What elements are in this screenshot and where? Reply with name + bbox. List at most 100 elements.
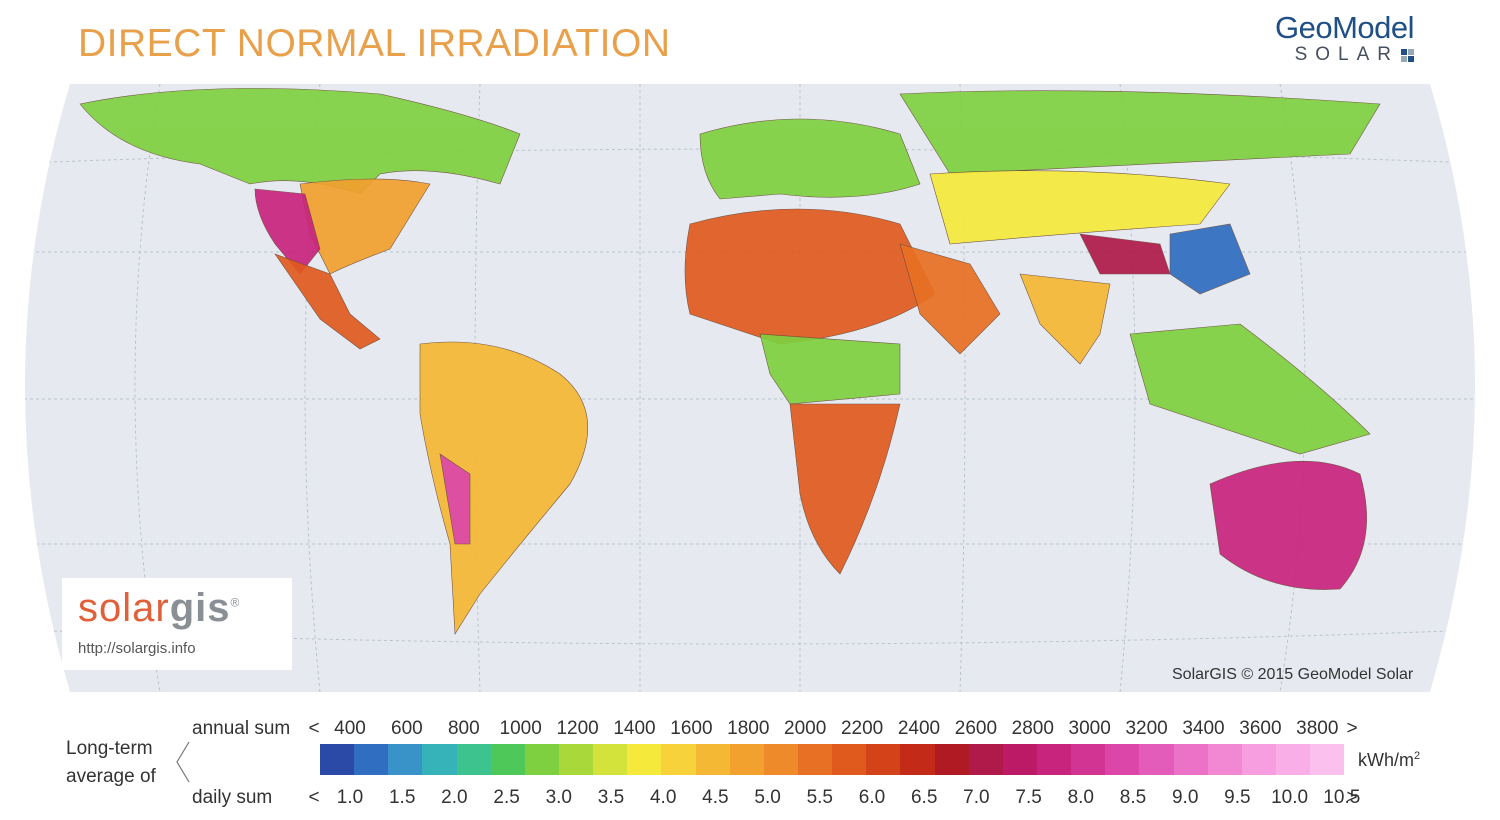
region-sahara — [684, 208, 936, 345]
annual-tick: 3800 — [1296, 718, 1339, 739]
world-map — [0, 74, 1500, 694]
legend-colorbar — [320, 744, 1345, 775]
colorbar-cell — [968, 744, 1003, 775]
region-usa-east — [299, 178, 431, 275]
colorbar-cell — [422, 744, 457, 775]
region-siberia — [899, 90, 1381, 175]
colorbar-cell — [558, 744, 594, 775]
colorbar-cell — [832, 744, 867, 775]
annual-tick: 3000 — [1068, 718, 1111, 739]
colorbar-cell — [729, 744, 764, 775]
daily-tick: 5.5 — [806, 787, 834, 808]
colorbar-cell — [490, 744, 525, 775]
daily-sum-label: daily sum — [192, 787, 273, 808]
daily-tick: 10.5 — [1323, 787, 1361, 808]
colorbar-cell — [1105, 744, 1140, 775]
colorbar-cell — [661, 744, 696, 775]
land-masses — [79, 88, 1381, 635]
legend-bracket-icon — [176, 741, 190, 783]
colorbar-cell — [1275, 744, 1311, 775]
colorbar-cell — [934, 744, 969, 775]
daily-tick: 10.0 — [1271, 787, 1309, 808]
daily-tick: 8.0 — [1067, 787, 1095, 808]
region-central-africa — [759, 333, 901, 405]
region-andes — [439, 453, 471, 545]
colorbar-cell — [1310, 744, 1345, 775]
daily-tick: 2.0 — [441, 787, 468, 808]
colorbar-cell — [900, 744, 935, 775]
region-mexico — [274, 253, 381, 350]
daily-tick: 6.5 — [910, 787, 938, 808]
annual-tick: 3400 — [1182, 718, 1225, 739]
daily-tick: 7.5 — [1015, 787, 1042, 808]
annual-tick: 400 — [334, 718, 366, 739]
colorbar-cell — [763, 744, 798, 775]
solargis-url[interactable]: http://solargis.info — [78, 640, 196, 657]
colorbar-cell — [1207, 744, 1242, 775]
annual-tick: 1200 — [556, 718, 599, 739]
brand-name-top: GeoModel — [1274, 10, 1415, 45]
annual-tick: 3200 — [1125, 718, 1168, 739]
annual-tick: 1600 — [670, 718, 713, 739]
colorbar-cell — [1173, 744, 1208, 775]
daily-tick: < — [308, 787, 320, 808]
region-north-america-north — [79, 88, 521, 195]
page-title: DIRECT NORMAL IRRADIATION — [78, 22, 671, 65]
annual-tick: 2400 — [897, 718, 941, 739]
colorbar-cell — [524, 744, 559, 775]
region-india — [1019, 273, 1111, 365]
daily-tick: 1.0 — [336, 787, 364, 808]
annual-tick: 800 — [447, 718, 480, 739]
brand-name-bottom: SOLAR — [1294, 44, 1399, 65]
daily-tick: 3.5 — [597, 787, 625, 808]
world-map-svg — [25, 84, 1475, 692]
colorbar-cell — [695, 744, 730, 775]
annual-tick: 1800 — [727, 718, 770, 739]
colorbar-cell — [1139, 744, 1174, 775]
brand-name-bottom-row: SOLAR — [1275, 44, 1414, 66]
annual-sum-label: annual sum — [192, 718, 291, 739]
legend-unit: kWh/m2 — [1358, 750, 1421, 770]
region-usa-southwest — [254, 188, 321, 275]
region-central-asia — [929, 170, 1231, 245]
colorbar-cell — [354, 744, 389, 775]
region-south-america — [419, 341, 589, 635]
annual-tick: 2000 — [784, 718, 827, 739]
region-australia — [1209, 460, 1367, 590]
copyright-text: SolarGIS © 2015 GeoModel Solar — [1172, 666, 1414, 683]
colorbar-cell — [388, 744, 423, 775]
colorbar-cell — [320, 744, 355, 775]
daily-tick: 2.5 — [493, 787, 520, 808]
annual-tick: 600 — [391, 718, 423, 739]
region-southeast-asia — [1129, 323, 1371, 455]
legend-title-line2: average of — [66, 766, 156, 787]
region-southern-africa — [789, 403, 901, 575]
brand-mark-icon — [1401, 48, 1414, 62]
colorbar-cell — [797, 744, 833, 775]
annual-tick: 2600 — [954, 718, 998, 739]
solargis-logo-box: solargis® http://solargis.info — [62, 578, 292, 670]
colorbar-cell — [866, 744, 901, 775]
annual-tick: > — [1346, 718, 1358, 739]
colorbar-cell — [1036, 744, 1072, 775]
colorbar-cell — [1002, 744, 1037, 775]
legend-title: Long-term average of — [66, 735, 156, 791]
region-europe — [699, 118, 921, 200]
daily-tick: 9.0 — [1171, 787, 1199, 808]
annual-tick: 3600 — [1239, 718, 1282, 739]
colorbar-cell — [1071, 744, 1106, 775]
annual-tick: 1400 — [613, 718, 656, 739]
annual-tick: 1000 — [499, 718, 542, 739]
daily-tick: 7.0 — [963, 787, 990, 808]
daily-tick: 5.0 — [754, 787, 781, 808]
region-arabia — [899, 243, 1001, 355]
solargis-logo: solargis® — [78, 586, 241, 630]
annual-tick: 2200 — [840, 718, 884, 739]
legend-title-line1: Long-term — [66, 738, 153, 759]
daily-tick: 6.0 — [858, 787, 886, 808]
colorbar-cell — [627, 744, 662, 775]
daily-tick: 9.5 — [1224, 787, 1251, 808]
colorbar-cell — [1241, 744, 1276, 775]
colorbar-cell — [456, 744, 491, 775]
daily-tick: 3.0 — [545, 787, 573, 808]
